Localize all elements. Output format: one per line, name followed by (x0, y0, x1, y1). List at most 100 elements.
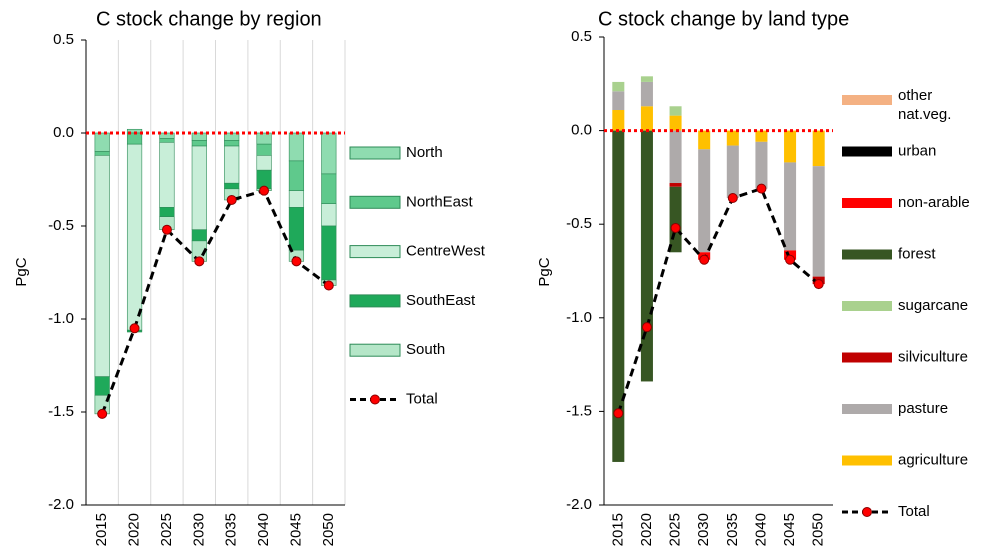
y-tick-label: -2.0 (566, 496, 592, 513)
bar-segment (784, 130, 797, 163)
legend-swatch (842, 404, 892, 414)
bar-segment (726, 130, 739, 146)
x-tick-label: 2040 (255, 513, 272, 546)
legend-label-line: nat.veg. (898, 106, 951, 123)
bar-segment (669, 183, 682, 187)
bar-segment (321, 203, 337, 227)
y-tick-label: -1.0 (566, 309, 592, 326)
bar-segment (612, 130, 625, 462)
bar-segment (126, 143, 143, 331)
y-tick-label: -1.5 (566, 402, 592, 419)
x-tick-label: 2025 (158, 513, 175, 546)
bar-segment (698, 130, 711, 150)
bar-segment (224, 182, 240, 190)
bar-segment (669, 186, 682, 253)
bar-segment (159, 207, 175, 217)
bar-segment (784, 162, 797, 251)
legend-swatch (842, 249, 892, 260)
bar-segment (640, 130, 653, 382)
bar-segment (640, 76, 653, 82)
legend-swatch (842, 455, 892, 466)
bar-segment (321, 173, 337, 204)
legend-label: other nat.veg. (898, 87, 951, 123)
legend-label: SouthEast (406, 292, 476, 309)
bar-segment (94, 132, 110, 152)
legend-label: Total (406, 390, 438, 407)
legend-label: South (406, 341, 445, 358)
bar-segment (288, 207, 305, 251)
bar-segment (812, 130, 825, 167)
legend-swatch (842, 301, 892, 311)
total-line (100, 188, 330, 415)
bar-segment (224, 145, 240, 184)
legend-swatch (349, 195, 401, 209)
legend-swatch (349, 146, 401, 160)
bar-segment (288, 132, 305, 162)
chart-title: C stock change by region (96, 8, 322, 30)
legend-label: non-arable (898, 194, 970, 211)
x-tick-label: 2035 (223, 513, 240, 546)
legend-swatch (349, 294, 401, 308)
legend-swatch (349, 245, 401, 259)
bar-segment (94, 151, 110, 156)
bar-segment (288, 190, 305, 208)
legend-swatch (842, 198, 892, 208)
x-tick-label: 2050 (810, 513, 827, 546)
total-marker (670, 222, 681, 233)
bar-segment (191, 145, 207, 231)
bar-segment (126, 132, 143, 145)
bar-segment (669, 106, 682, 116)
legend-label-line: other (898, 87, 936, 104)
bar-segment (94, 376, 110, 396)
bar-segment (726, 145, 739, 198)
y-tick-label: -1.5 (48, 403, 74, 420)
legend-marker (862, 507, 872, 517)
bar-segment (755, 130, 768, 142)
legend-label: forest (898, 245, 936, 262)
legend-swatch (842, 352, 892, 363)
total-marker (226, 194, 237, 205)
bar-segment (191, 140, 207, 147)
bar-segment (612, 91, 625, 111)
bar-segment (224, 140, 240, 147)
bar-segment (698, 149, 711, 253)
y-tick-label: -1.0 (48, 310, 74, 327)
total-marker (161, 224, 172, 235)
x-tick-label: 2020 (126, 513, 143, 546)
total-marker (813, 279, 824, 290)
bar-segment (321, 225, 337, 281)
total-marker (699, 254, 710, 265)
bar-segment (159, 142, 175, 208)
bar-segment (256, 143, 272, 156)
total-marker (323, 280, 334, 291)
x-tick-label: 2045 (287, 513, 304, 546)
bar-segment (288, 160, 305, 191)
x-tick-label: 2015 (609, 513, 626, 546)
bar-segment (669, 115, 682, 131)
total-marker (259, 185, 270, 196)
legend-label: silviculture (898, 348, 968, 365)
y-tick-label: 0.0 (53, 124, 74, 141)
total-marker (97, 408, 108, 419)
bar-segment (612, 110, 625, 131)
y-tick-label: -0.5 (566, 215, 592, 232)
legend-label: pasture (898, 400, 948, 417)
legend-label: sugarcane (898, 297, 968, 314)
legend-swatch (349, 343, 401, 357)
legend-marker (370, 394, 380, 405)
total-marker (785, 254, 796, 265)
bar-segment (191, 229, 207, 242)
total-marker (641, 322, 652, 333)
x-tick-label: 2030 (695, 513, 712, 546)
y-tick-label: -2.0 (48, 496, 74, 513)
legend-swatch (842, 146, 892, 157)
legend-label: Total (898, 503, 930, 520)
x-tick-label: 2015 (93, 513, 110, 546)
y-tick-label: -0.5 (48, 217, 74, 234)
y-tick-label: 0.5 (571, 28, 592, 45)
bar-segment (321, 132, 337, 175)
legend-label: NorthEast (406, 193, 474, 210)
bar-segment (812, 166, 825, 277)
total-marker (291, 256, 302, 267)
